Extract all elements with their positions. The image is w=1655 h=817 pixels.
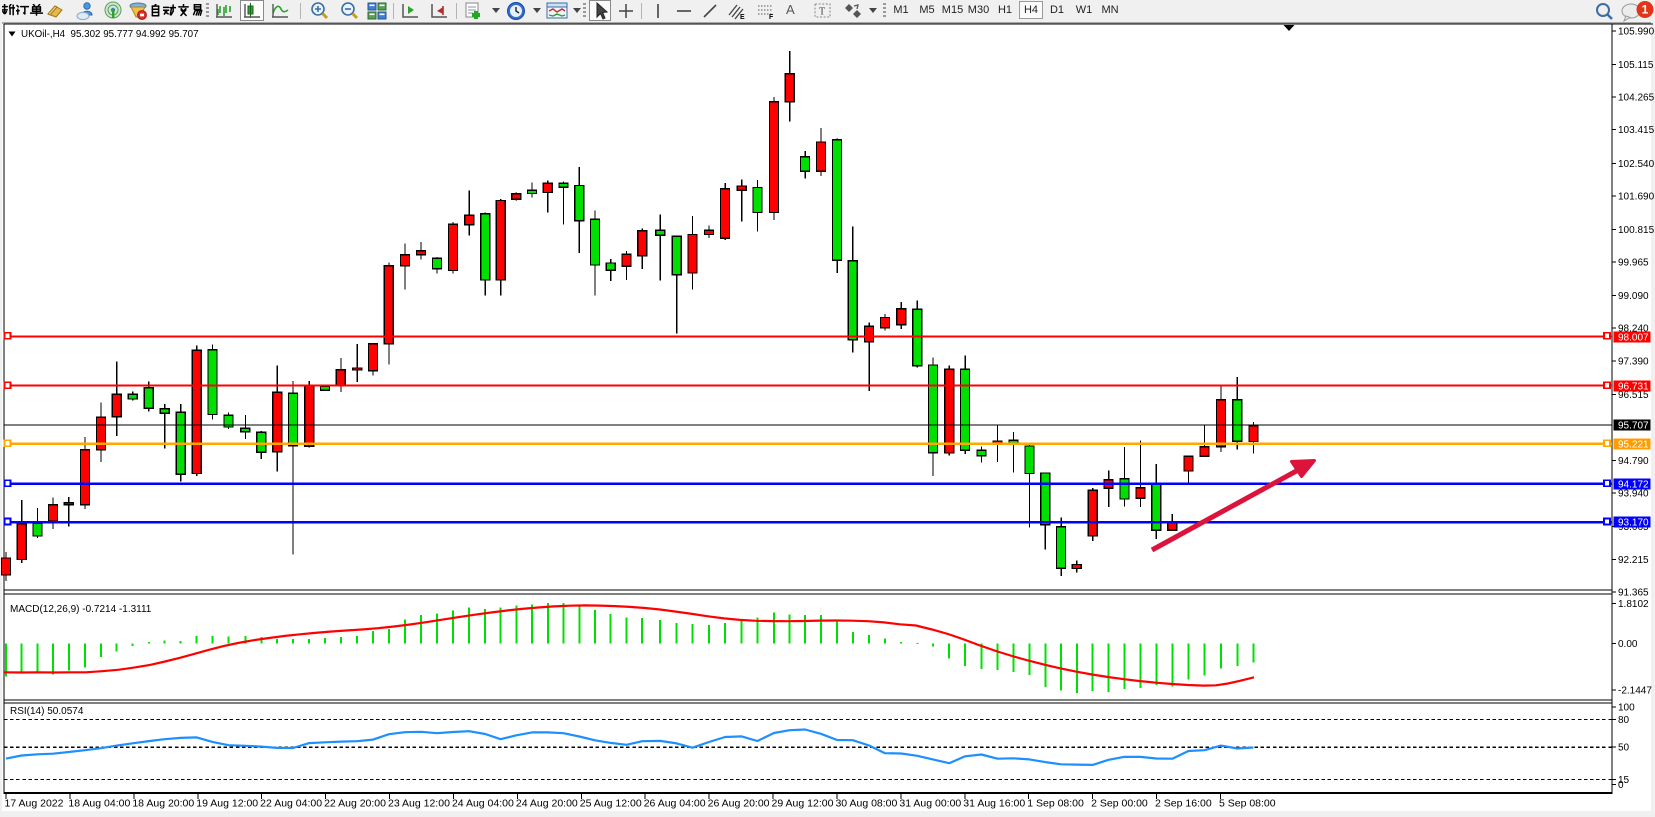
svg-text:31 Aug 00:00: 31 Aug 00:00 bbox=[899, 798, 961, 810]
svg-text:93.170: 93.170 bbox=[1618, 518, 1649, 529]
svg-text:RSI(14) 50.0574: RSI(14) 50.0574 bbox=[10, 706, 84, 717]
svg-text:100: 100 bbox=[1618, 703, 1635, 714]
svg-text:0.00: 0.00 bbox=[1618, 639, 1638, 650]
svg-text:31 Aug 16:00: 31 Aug 16:00 bbox=[963, 798, 1025, 810]
svg-text:24 Aug 04:00: 24 Aug 04:00 bbox=[452, 798, 514, 810]
svg-text:22 Aug 04:00: 22 Aug 04:00 bbox=[260, 798, 322, 810]
svg-text:26 Aug 04:00: 26 Aug 04:00 bbox=[644, 798, 706, 810]
svg-text:99.965: 99.965 bbox=[1618, 258, 1649, 269]
svg-text:98.007: 98.007 bbox=[1618, 333, 1649, 344]
svg-text:91.365: 91.365 bbox=[1618, 588, 1649, 599]
svg-text:MACD(12,26,9) -0.7214 -1.3111: MACD(12,26,9) -0.7214 -1.3111 bbox=[10, 604, 152, 615]
svg-text:1.8102: 1.8102 bbox=[1618, 599, 1649, 610]
svg-text:18 Aug 20:00: 18 Aug 20:00 bbox=[132, 798, 194, 810]
svg-text:95.707: 95.707 bbox=[1618, 421, 1649, 432]
svg-text:94.172: 94.172 bbox=[1618, 480, 1649, 491]
svg-text:23 Aug 12:00: 23 Aug 12:00 bbox=[388, 798, 450, 810]
svg-text:26 Aug 20:00: 26 Aug 20:00 bbox=[708, 798, 770, 810]
svg-text:96.515: 96.515 bbox=[1618, 390, 1649, 401]
svg-text:19 Aug 12:00: 19 Aug 12:00 bbox=[196, 798, 258, 810]
svg-text:100.815: 100.815 bbox=[1618, 225, 1655, 236]
svg-text:102.540: 102.540 bbox=[1618, 159, 1655, 170]
svg-text:104.265: 104.265 bbox=[1618, 93, 1655, 104]
svg-text:105.115: 105.115 bbox=[1618, 60, 1654, 71]
svg-text:2 Sep 00:00: 2 Sep 00:00 bbox=[1091, 798, 1148, 810]
svg-text:0: 0 bbox=[1618, 780, 1624, 791]
svg-text:5 Sep 08:00: 5 Sep 08:00 bbox=[1219, 798, 1276, 810]
svg-text:30 Aug 08:00: 30 Aug 08:00 bbox=[835, 798, 897, 810]
svg-text:17 Aug 2022: 17 Aug 2022 bbox=[5, 798, 64, 810]
svg-text:103.415: 103.415 bbox=[1618, 125, 1655, 136]
svg-text:25 Aug 12:00: 25 Aug 12:00 bbox=[580, 798, 642, 810]
svg-text:15: 15 bbox=[1618, 775, 1630, 786]
svg-text:92.215: 92.215 bbox=[1618, 555, 1649, 566]
svg-text:99.090: 99.090 bbox=[1618, 291, 1649, 302]
svg-text:95.221: 95.221 bbox=[1618, 439, 1649, 450]
svg-text:80: 80 bbox=[1618, 715, 1630, 726]
svg-text:93.940: 93.940 bbox=[1618, 489, 1649, 500]
svg-text:E: E bbox=[740, 14, 745, 21]
svg-text:18 Aug 04:00: 18 Aug 04:00 bbox=[68, 798, 130, 810]
svg-text:94.790: 94.790 bbox=[1618, 456, 1649, 467]
svg-text:98.240: 98.240 bbox=[1618, 324, 1649, 335]
svg-text:2 Sep 16:00: 2 Sep 16:00 bbox=[1155, 798, 1212, 810]
svg-text:UKOil-,H4 95.302 95.777 94.99: UKOil-,H4 95.302 95.777 94.992 95.707 bbox=[21, 29, 199, 40]
svg-text:29 Aug 12:00: 29 Aug 12:00 bbox=[772, 798, 834, 810]
svg-text:96.731: 96.731 bbox=[1618, 382, 1649, 393]
svg-text:93.065: 93.065 bbox=[1618, 522, 1649, 533]
svg-text:T: T bbox=[819, 7, 825, 18]
svg-text:105.990: 105.990 bbox=[1618, 26, 1655, 37]
svg-text:1 Sep 08:00: 1 Sep 08:00 bbox=[1027, 798, 1084, 810]
svg-text:F: F bbox=[769, 14, 774, 21]
svg-text:97.390: 97.390 bbox=[1618, 356, 1649, 367]
svg-text:50: 50 bbox=[1618, 743, 1630, 754]
svg-text:101.690: 101.690 bbox=[1618, 191, 1655, 202]
svg-text:1: 1 bbox=[1642, 3, 1649, 17]
svg-text:24 Aug 20:00: 24 Aug 20:00 bbox=[516, 798, 578, 810]
svg-text:22 Aug 20:00: 22 Aug 20:00 bbox=[324, 798, 386, 810]
svg-text:-2.1447: -2.1447 bbox=[1618, 686, 1652, 697]
